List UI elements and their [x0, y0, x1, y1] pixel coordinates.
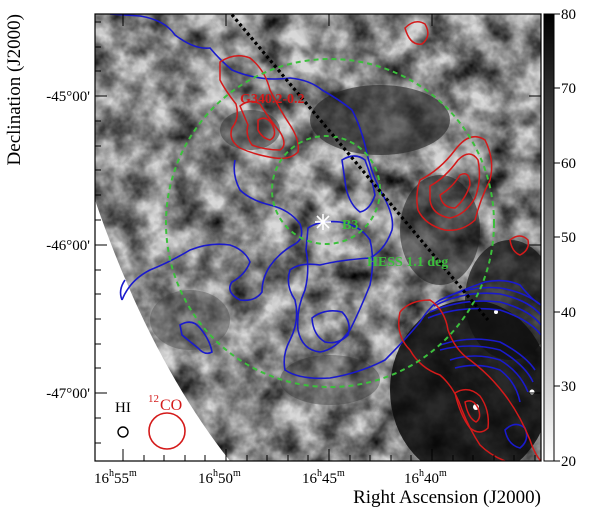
hi-beam-circle [117, 426, 129, 438]
colorbar-tick-60: 60 [561, 156, 576, 172]
plot-frame [94, 13, 542, 462]
colorbar: 80 70 60 50 40 30 20 [543, 7, 576, 470]
x-tick-label-1: 16h55m [94, 468, 137, 487]
colorbar-tick-50: 50 [561, 230, 576, 246]
x-tick-labels: 16h55m 16h50m 16h45m 16h40m [94, 468, 447, 487]
beam-legend: HI 12 CO [115, 393, 186, 450]
hess-label: HESS 1.1 deg [367, 255, 448, 270]
x-axis-ticks [122, 14, 536, 461]
y-tick-label-1: -45°00' [46, 89, 90, 105]
colorbar-tick-70: 70 [561, 81, 576, 97]
x-tick-label-3: 16h45m [302, 468, 345, 487]
y-tick-label-3: -47°00' [46, 386, 90, 402]
hi-label: HI [115, 400, 131, 416]
b3-star-marker [315, 214, 331, 230]
y-axis-ticks [95, 21, 541, 444]
x-axis-title: Right Ascension (J2000) [353, 487, 541, 508]
colorbar-tick-80: 80 [561, 7, 576, 23]
y-tick-label-2: -46°00' [46, 238, 90, 254]
y-axis-title: Declination (J2000) [4, 14, 25, 165]
b3-label: B3 [342, 218, 358, 233]
x-tick-label-2: 16h50m [198, 468, 241, 487]
hess-circle [165, 58, 495, 388]
co-label: CO [160, 397, 182, 414]
co-superscript: 12 [148, 393, 159, 405]
dashed-line [229, 14, 490, 322]
grayscale-map [95, 14, 541, 461]
co-beam-circle [148, 412, 186, 450]
colorbar-gradient [543, 13, 555, 462]
colorbar-tick-40: 40 [561, 305, 576, 321]
colorbar-tick-20: 20 [561, 454, 576, 470]
x-tick-label-4: 16h40m [404, 468, 447, 487]
g340-label: G340.2-0.2 [240, 92, 305, 107]
colorbar-tick-30: 30 [561, 379, 576, 395]
